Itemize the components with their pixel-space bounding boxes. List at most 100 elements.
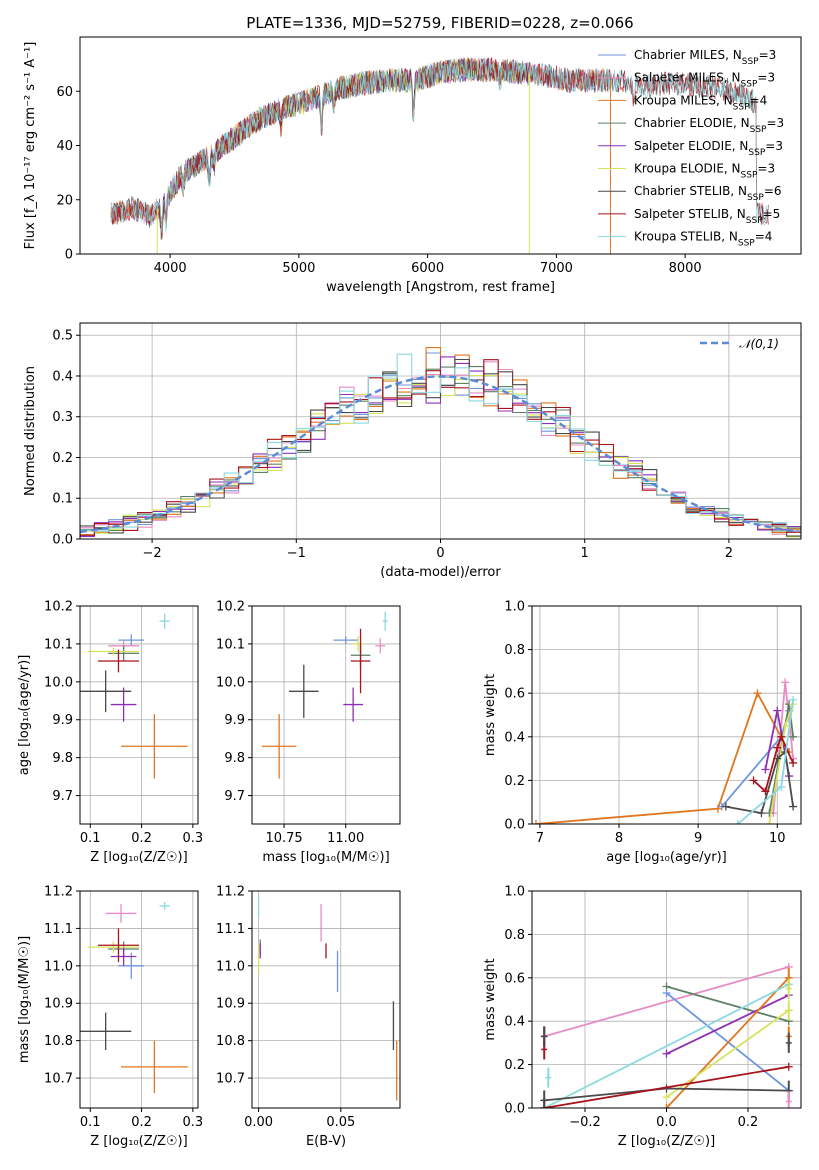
errorbar-salpeter-stelib — [350, 628, 371, 694]
x-tick-label: 0 — [436, 546, 444, 561]
y-tick-label: 10.0 — [216, 675, 245, 690]
y-tick-label: 10.9 — [216, 997, 245, 1012]
point-marker — [789, 695, 798, 704]
legend-entry-normal: 𝒩(0,1) — [739, 337, 779, 351]
errorbar-salpeter-stelib — [97, 928, 139, 963]
panel-spectrum: 4000 5000 6000 7000 8000 0 20 40 60 wavelength [A… — [23, 36, 802, 295]
mass-weight-line-salpeter-miles — [543, 966, 790, 1038]
mass-weight-line-salpeter-stelib — [544, 1065, 789, 1108]
x-axis-label: (data-model)/error — [380, 565, 501, 580]
point-marker — [789, 732, 798, 741]
panel-massweight-vs-Z: −0.2 0.0 0.2 0.0 0.2 0.4 0.6 0.8 1.0 Z [log₁₀(Z/Z… — [483, 885, 802, 1149]
x-tick-label: 0.2 — [131, 1115, 152, 1130]
y-tick-label: 9.7 — [52, 789, 73, 804]
y-tick-label: 0.3 — [52, 410, 73, 425]
x-tick-label: 0.1 — [80, 831, 101, 846]
legend-entry-kroupa-stelib: Kroupa STELIB, NSSP=4 — [634, 230, 772, 249]
y-tick-label: 0.4 — [504, 730, 525, 745]
y-tick-label: 10.2 — [44, 600, 73, 615]
y-axis-label: Flux [f_λ 10⁻¹⁷ erg cm⁻² s⁻¹ A⁻¹] — [23, 42, 38, 250]
mass-weight-line-kroupa-stelib — [737, 699, 794, 824]
y-tick-label: 11.2 — [216, 885, 245, 900]
panel-mass-vs-ebv: 0.00 0.05 10.7 10.8 10.9 11.0 11.1 11.2 E(B-V) — [216, 885, 401, 1149]
plot-area — [80, 902, 188, 1094]
point-marker — [662, 1104, 671, 1108]
y-tick-label: 10.7 — [44, 1072, 73, 1087]
panel-massweight-vs-age: 7 8 9 10 0.0 0.2 0.4 0.6 0.8 1.0 age [log₁₀(age/yr… — [483, 600, 802, 865]
errorbar-kroupa-elodie — [87, 941, 139, 953]
histogram-kroupa-stelib — [80, 353, 801, 536]
y-tick-label: 20 — [56, 193, 73, 208]
x-tick-label: 0.2 — [131, 831, 152, 846]
y-tick-label: 0.6 — [504, 687, 525, 702]
errorbar-salpeter-elodie — [343, 687, 363, 722]
spectrum-line-chabrier-stelib — [110, 57, 769, 229]
y-tick-label: 11.0 — [44, 959, 73, 974]
plot-area — [532, 678, 798, 824]
panel-residuals: −2 −1 0 1 2 0.0 0.1 0.2 0.3 0.4 0.5 (data-model)/er… — [23, 322, 802, 580]
legend-entry-chabrier-miles: Chabrier MILES, NSSP=3 — [634, 48, 776, 67]
mass-weight-line-salpeter-elodie — [666, 994, 790, 1055]
errorbar-salpeter-miles — [105, 904, 137, 923]
mass-weight-line-kroupa-miles — [665, 977, 790, 1108]
errorbar-salpeter-elodie — [110, 687, 137, 722]
x-tick-label: 6000 — [411, 261, 444, 276]
x-tick-label: −0.2 — [569, 1115, 601, 1130]
errorbar-kroupa-miles — [121, 714, 188, 779]
errorbar-kroupa-stelib — [159, 613, 170, 629]
x-tick-label: 8000 — [669, 261, 702, 276]
y-tick-label: 1.0 — [504, 600, 525, 615]
y-tick-label: 40 — [56, 139, 73, 154]
errorbar-kroupa-elodie — [87, 647, 139, 656]
point-marker — [662, 1049, 671, 1058]
y-tick-label: 0.6 — [504, 971, 525, 986]
axes-frame — [79, 605, 199, 825]
figure-title: PLATE=1336, MJD=52759, FIBERID=0228, z=0… — [246, 14, 633, 32]
point-marker — [662, 988, 671, 997]
x-tick-label: 8 — [615, 831, 623, 846]
errorbar-salpeter-stelib — [97, 649, 139, 673]
y-tick-label: 0.2 — [504, 1058, 525, 1073]
axes-frame — [531, 605, 802, 825]
x-tick-label: −1 — [287, 546, 306, 561]
y-tick-label: 9.8 — [224, 751, 245, 766]
y-tick-label: 10.9 — [44, 997, 73, 1012]
plot-area — [80, 613, 188, 779]
y-tick-label: 9.9 — [224, 713, 245, 728]
y-tick-label: 0.2 — [52, 451, 73, 466]
x-tick-label: 7000 — [540, 261, 573, 276]
plot-area — [110, 56, 769, 254]
x-tick-label: 0.00 — [244, 1115, 273, 1130]
errorbar-kroupa-stelib — [382, 611, 388, 631]
point-marker — [733, 820, 742, 824]
y-tick-label: 11.0 — [216, 959, 245, 974]
x-axis-label: Z [log₁₀(Z/Z☉)] — [90, 1134, 187, 1149]
errorbar-kroupa-elodie — [353, 636, 363, 652]
legend-entry-chabrier-elodie: Chabrier ELODIE, NSSP=3 — [634, 116, 784, 135]
y-tick-label: 11.1 — [44, 922, 73, 937]
y-tick-label: 0.0 — [504, 1102, 525, 1117]
y-tick-label: 10.8 — [216, 1034, 245, 1049]
errorbar-chabrier-miles — [333, 636, 359, 644]
plot-area — [80, 347, 801, 538]
mass-weight-line-kroupa-elodie — [665, 1009, 790, 1098]
errorbar-chabrier-miles — [118, 634, 145, 646]
y-axis-label: mass weight — [483, 958, 498, 1040]
axes-frame — [251, 605, 401, 825]
y-tick-label: 0.2 — [504, 774, 525, 789]
y-tick-label: 10.2 — [216, 600, 245, 615]
x-axis-label: E(B-V) — [306, 1134, 346, 1149]
mass-weight-line-kroupa-miles — [535, 690, 790, 824]
x-tick-label: 10.75 — [265, 831, 302, 846]
x-axis-label: mass [log₁₀(M/M☉)] — [262, 850, 389, 865]
point-marker — [789, 802, 798, 811]
legend-subscript: SSP — [746, 216, 763, 226]
legend-subscript: SSP — [738, 239, 755, 249]
y-tick-label: 0.4 — [504, 1015, 525, 1030]
errorbar-salpeter-elodie — [110, 947, 137, 966]
y-tick-label: 1.0 — [504, 885, 525, 900]
y-tick-label: 0.4 — [52, 369, 73, 384]
